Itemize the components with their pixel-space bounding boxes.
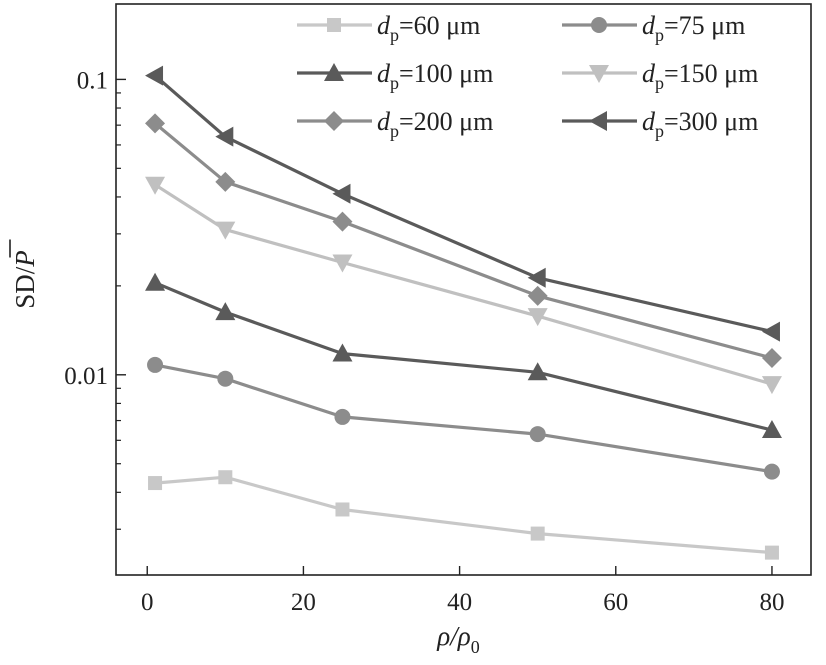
data-point-series-3 (145, 272, 166, 291)
series-line-5 (153, 122, 773, 360)
data-point-series-3 (527, 362, 548, 381)
y-axis-title-overbar-symbol: P (10, 250, 40, 268)
series-markers (145, 65, 782, 560)
data-point-series-2 (217, 370, 234, 387)
data-point-series-5 (145, 113, 166, 134)
plot-frame (115, 3, 812, 576)
x-tick-label: 80 (759, 589, 784, 616)
axis-ticks: 0 20 40 60 80 0.01 0.1 (64, 67, 784, 616)
data-point-series-1 (530, 526, 545, 541)
data-point-series-4 (527, 308, 548, 327)
x-tick-label: 20 (291, 589, 316, 616)
data-point-series-4 (215, 221, 236, 240)
data-point-series-4 (332, 254, 353, 273)
legend: dp=60 μm dp=75 μm dp=100 μm dp=150 μm dp=200… (297, 11, 758, 141)
legend-marker (589, 111, 607, 131)
y-tick-label: 0.1 (77, 67, 108, 94)
legend-marker (589, 65, 609, 83)
legend-marker (324, 63, 344, 81)
legend-entry-3: dp=100 μm (297, 59, 493, 93)
data-point-series-2 (763, 463, 780, 480)
legend-marker (324, 111, 344, 131)
data-point-series-5 (527, 285, 548, 306)
data-point-series-3 (761, 420, 782, 439)
data-point-series-5 (215, 171, 236, 192)
series-line-2 (154, 363, 773, 474)
series-lines (153, 74, 773, 555)
data-point-series-5 (332, 211, 353, 232)
data-point-series-2 (147, 356, 164, 373)
x-tick-label: 0 (141, 589, 154, 616)
data-point-series-6 (761, 321, 780, 342)
svg-text:SD/P: SD/P (10, 250, 40, 309)
legend-label: dp=300 μm (642, 107, 758, 141)
data-point-series-4 (761, 376, 782, 395)
x-tick-label: 60 (603, 589, 628, 616)
legend-label: dp=75 μm (642, 11, 745, 45)
series-line-4 (154, 183, 773, 386)
legend-entry-1: dp=60 μm (297, 11, 480, 45)
data-point-series-1 (335, 502, 350, 517)
legend-marker (327, 18, 341, 32)
y-axis-title: SD/P (9, 239, 40, 309)
data-point-series-2 (529, 426, 546, 443)
legend-entry-2: dp=75 μm (562, 11, 745, 45)
data-point-series-6 (527, 267, 546, 288)
data-point-series-4 (145, 176, 166, 195)
data-point-series-6 (215, 126, 234, 147)
data-point-series-3 (332, 343, 353, 362)
data-point-series-1 (764, 545, 779, 560)
legend-entry-5: dp=200 μm (297, 107, 493, 141)
x-axis-title: ρ/ρ0 (436, 621, 479, 657)
legend-marker (591, 17, 607, 33)
data-point-series-6 (332, 183, 351, 204)
data-point-series-6 (145, 65, 164, 86)
legend-label: dp=60 μm (377, 11, 480, 45)
data-point-series-3 (215, 302, 236, 321)
data-point-series-1 (218, 470, 233, 485)
legend-label: dp=150 μm (642, 59, 758, 93)
data-point-series-1 (148, 476, 163, 491)
legend-entry-4: dp=150 μm (562, 59, 758, 93)
data-point-series-5 (761, 347, 782, 368)
series-line-1 (154, 475, 773, 555)
legend-entry-6: dp=300 μm (562, 107, 758, 141)
data-point-series-2 (334, 408, 351, 425)
legend-label: dp=100 μm (377, 59, 493, 93)
y-tick-label: 0.01 (64, 363, 108, 390)
x-tick-label: 40 (447, 589, 472, 616)
legend-label: dp=200 μm (377, 107, 493, 141)
